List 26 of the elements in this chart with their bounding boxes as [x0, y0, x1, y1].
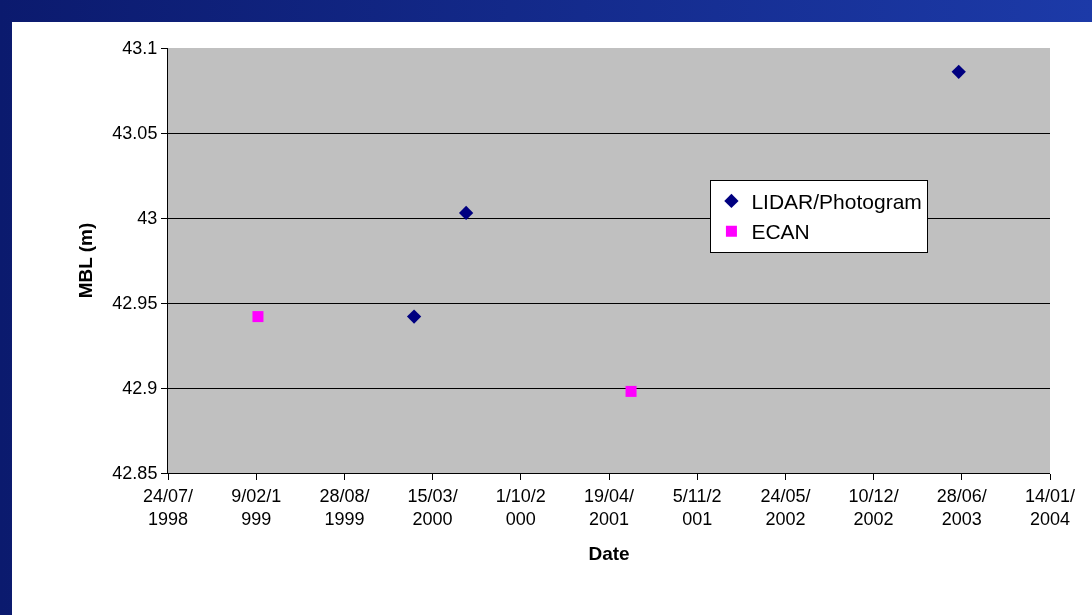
x-tick-label: 14/01/ 2004 — [1024, 485, 1076, 529]
x-tick-label: 28/08/ 1999 — [319, 485, 370, 529]
y-tick-label: 42.85 — [112, 463, 158, 484]
legend-label: ECAN — [751, 220, 810, 244]
x-tick-label: 24/07/ 1998 — [142, 485, 194, 529]
y-tick-label: 43.05 — [112, 123, 158, 144]
legend-label: LIDAR/Photogram — [751, 190, 922, 214]
x-tick-label: 15/03/ 2000 — [407, 485, 458, 529]
point — [252, 311, 264, 323]
x-axis-title: Date — [588, 542, 630, 564]
x-tick-label: 1/10/2 000 — [495, 485, 546, 529]
y-tick-label: 42.9 — [122, 378, 158, 399]
x-tick-label: 28/06/ 2003 — [936, 485, 987, 529]
point — [951, 64, 966, 79]
y-tick-label: 42.95 — [112, 293, 158, 314]
y-tick-label: 43.1 — [122, 38, 158, 59]
point — [625, 385, 637, 397]
y-axis-title: MBL (m) — [75, 222, 97, 299]
point — [458, 205, 474, 221]
point — [406, 309, 422, 324]
x-tick-label: 5/11/2 001 — [672, 485, 722, 529]
x-tick-label: 19/04/ 2001 — [583, 485, 635, 529]
x-tick-label: 10/12/ 2002 — [848, 485, 899, 529]
x-tick-label: 9/02/1 999 — [231, 485, 282, 529]
y-tick-label: 43 — [137, 208, 158, 229]
x-tick-label: 24/05/ 2002 — [760, 485, 811, 529]
